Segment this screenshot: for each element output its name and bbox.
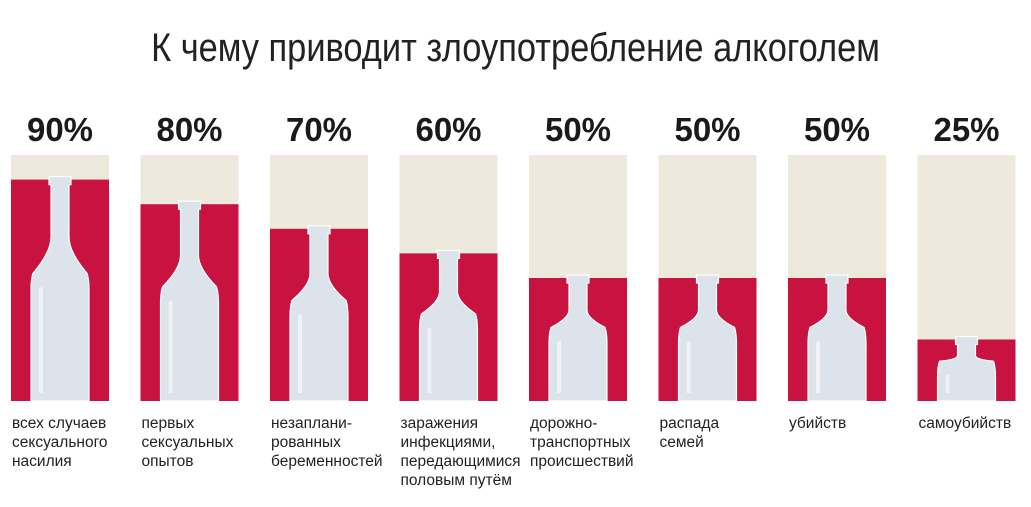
value-label: 70% [286, 111, 352, 148]
bottle-highlight [686, 341, 691, 393]
bottle [159, 200, 220, 402]
category-label: инфекциями, [401, 434, 496, 451]
value-label: 60% [415, 111, 481, 148]
category-label: насилия [12, 453, 72, 470]
category-label: распада [660, 415, 720, 432]
category-label: самоубийств [919, 415, 1012, 432]
category-label: незаплани- [271, 415, 352, 432]
category-label: опытов [142, 453, 194, 470]
bottle [548, 274, 608, 402]
bottle [677, 274, 738, 402]
category-label: сексуального [12, 434, 108, 451]
category-label: дорожно- [530, 415, 597, 432]
bottle-highlight [557, 341, 561, 393]
bottle-highlight [427, 327, 432, 393]
category-label: семей [660, 434, 704, 451]
category-label: половым путём [401, 472, 512, 489]
category-label: беременностей [271, 453, 383, 470]
value-label: 25% [933, 111, 999, 148]
value-label: 50% [674, 111, 740, 148]
bottle-highlight [945, 375, 950, 393]
bottle-highlight [168, 300, 173, 393]
category-label: убийств [789, 415, 846, 432]
bottle [30, 176, 90, 402]
category-label: рованных [271, 434, 341, 451]
value-label: 80% [156, 111, 222, 148]
category-label: заражения [401, 415, 479, 432]
category-label: сексуальных [142, 434, 234, 451]
value-label: 90% [27, 111, 93, 148]
category-label: всех случаев [12, 415, 106, 432]
category-label: первых [142, 415, 195, 432]
bottle-highlight [39, 287, 43, 393]
bottle-highlight [816, 341, 820, 393]
value-label: 50% [545, 111, 611, 148]
bottle [807, 274, 867, 402]
bottle-highlight [298, 314, 302, 393]
chart-title: К чему приводит злоупотребление алкоголе… [151, 26, 880, 70]
bottle [289, 225, 349, 402]
bottle [936, 335, 997, 402]
category-label: передающимися [401, 453, 521, 470]
category-label: происшествий [530, 453, 634, 470]
value-label: 50% [804, 111, 870, 148]
bottle [418, 249, 479, 402]
category-label: транспортных [530, 434, 631, 451]
